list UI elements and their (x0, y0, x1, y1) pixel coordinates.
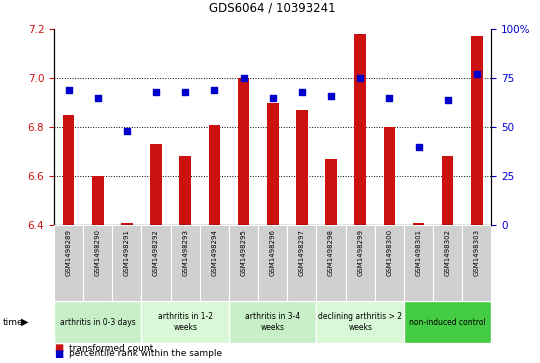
Point (385, 95, 394, 101)
Point (268, 95, 277, 101)
Text: GSM1498302: GSM1498302 (444, 229, 451, 276)
Bar (296, 110, 308, 225)
Text: GSM1498303: GSM1498303 (474, 229, 480, 276)
Point (239, 75, 248, 81)
Text: GSM1498298: GSM1498298 (328, 229, 334, 276)
Bar (54, 301, 141, 343)
Text: GSM1498297: GSM1498297 (299, 229, 305, 276)
Text: GSM1498290: GSM1498290 (94, 229, 101, 276)
Bar (208, 125, 220, 225)
Bar (433, 225, 462, 301)
Text: GSM1498294: GSM1498294 (211, 229, 218, 276)
Text: GSM1498296: GSM1498296 (269, 229, 276, 276)
Bar (471, 36, 483, 225)
Point (472, 71, 481, 77)
Point (123, 128, 131, 134)
Point (414, 144, 423, 150)
Text: GSM1498295: GSM1498295 (240, 229, 247, 276)
Bar (413, 223, 424, 225)
Text: ▶: ▶ (21, 317, 28, 327)
Bar (462, 225, 491, 301)
Bar (200, 225, 229, 301)
Bar (83, 225, 112, 301)
Bar (267, 102, 279, 225)
Bar (229, 301, 316, 343)
Text: arthritis in 3-4
weeks: arthritis in 3-4 weeks (245, 313, 300, 332)
Text: GSM1498300: GSM1498300 (386, 229, 393, 276)
Text: percentile rank within the sample: percentile rank within the sample (69, 350, 222, 358)
Text: time: time (3, 318, 23, 327)
Text: GSM1498291: GSM1498291 (124, 229, 130, 276)
Bar (442, 156, 454, 225)
Bar (258, 225, 287, 301)
Point (181, 89, 190, 95)
Point (210, 87, 219, 93)
Text: GDS6064 / 10393241: GDS6064 / 10393241 (210, 1, 336, 15)
Text: non-induced control: non-induced control (409, 318, 486, 327)
Bar (354, 34, 366, 225)
Bar (63, 115, 75, 225)
Point (152, 89, 160, 95)
Bar (229, 225, 258, 301)
Bar (316, 301, 404, 343)
Text: GSM1498293: GSM1498293 (182, 229, 188, 276)
Bar (238, 78, 249, 225)
Bar (150, 144, 162, 225)
Bar (141, 225, 171, 301)
Bar (112, 225, 141, 301)
Point (298, 89, 306, 95)
Bar (179, 156, 191, 225)
Bar (316, 225, 346, 301)
Bar (375, 225, 404, 301)
Text: arthritis in 0-3 days: arthritis in 0-3 days (60, 318, 136, 327)
Point (356, 75, 364, 81)
Point (64, 87, 73, 93)
Bar (287, 225, 316, 301)
Point (327, 93, 335, 99)
Text: GSM1498301: GSM1498301 (415, 229, 422, 276)
Bar (141, 301, 229, 343)
Text: ■: ■ (54, 349, 63, 359)
Bar (325, 159, 337, 225)
Bar (404, 225, 433, 301)
Bar (171, 225, 200, 301)
Text: GSM1498299: GSM1498299 (357, 229, 363, 276)
Bar (404, 301, 491, 343)
Bar (54, 225, 83, 301)
Text: GSM1498292: GSM1498292 (153, 229, 159, 276)
Bar (121, 223, 133, 225)
Point (443, 97, 452, 102)
Text: transformed count: transformed count (69, 344, 153, 353)
Point (93, 95, 102, 101)
Text: GSM1498289: GSM1498289 (65, 229, 72, 276)
Bar (92, 176, 104, 225)
Text: declining arthritis > 2
weeks: declining arthritis > 2 weeks (318, 313, 402, 332)
Bar (383, 127, 395, 225)
Bar (346, 225, 375, 301)
Text: ■: ■ (54, 343, 63, 354)
Text: arthritis in 1-2
weeks: arthritis in 1-2 weeks (158, 313, 213, 332)
